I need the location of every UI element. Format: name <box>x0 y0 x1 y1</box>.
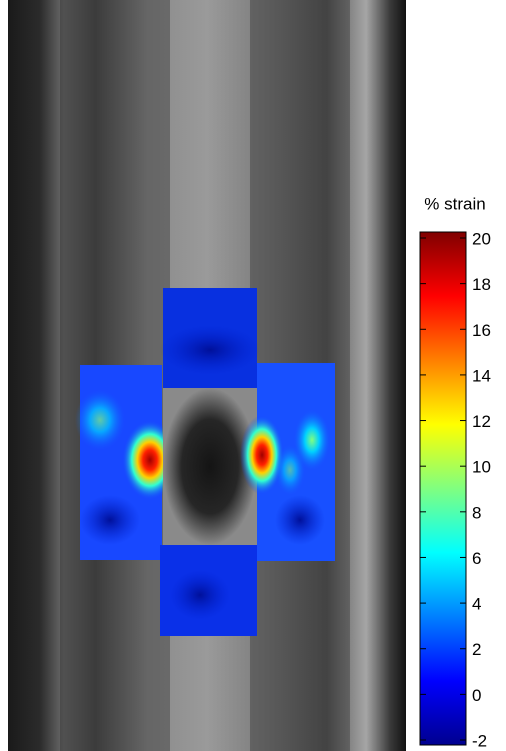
tick-label: 6 <box>472 549 481 568</box>
tick-label: 0 <box>472 686 481 705</box>
tick-label: 10 <box>472 458 491 477</box>
tick-label: 2 <box>472 640 481 659</box>
tick-label: 12 <box>472 412 491 431</box>
tick-label: 4 <box>472 595 481 614</box>
tick-label: 14 <box>472 366 491 385</box>
tick-label: -2 <box>472 731 487 750</box>
strain-overlay <box>75 288 335 636</box>
colorbar: % strain -2 0 2 4 6 8 10 12 14 16 18 20 <box>419 194 491 750</box>
tick-label: 18 <box>472 275 491 294</box>
colorbar-title: % strain <box>424 194 485 213</box>
tick-label: 16 <box>472 321 491 340</box>
tick-label: 8 <box>472 503 481 522</box>
tick-label: 20 <box>472 229 491 248</box>
colorbar-scale <box>419 231 467 746</box>
